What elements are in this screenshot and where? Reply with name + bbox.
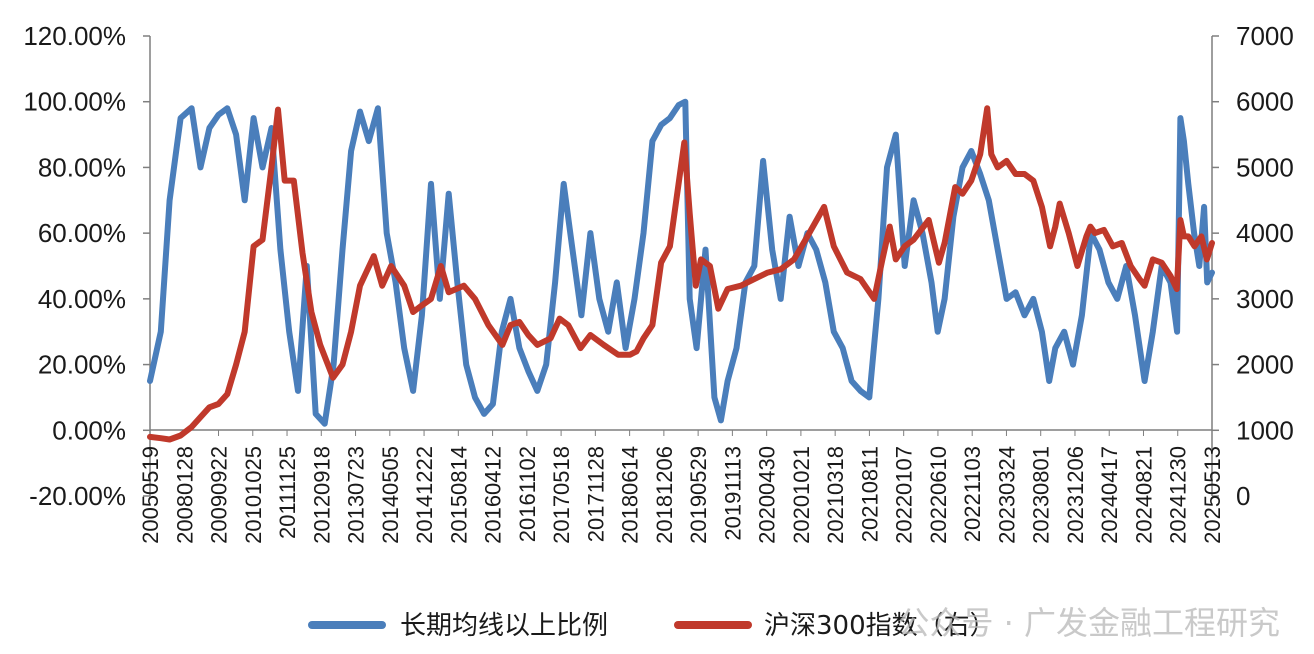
x-tick-label: 20210811 (857, 446, 882, 542)
x-tick-label: 20230324 (994, 446, 1019, 544)
x-tick-label: 20050519 (138, 446, 163, 544)
x-tick-label: 20221103 (960, 446, 985, 542)
legend: 长期均线以上比例 沪深300指数（右） (308, 611, 996, 641)
x-tick-label: 20200430 (755, 446, 780, 544)
left-tick-label: 120.00% (23, 21, 126, 51)
x-tick-label: 20231206 (1063, 446, 1088, 544)
x-tick-label: 20190529 (686, 446, 711, 544)
left-tick-label: 60.00% (38, 218, 126, 248)
x-tick-label: 20250513 (1200, 446, 1225, 544)
right-tick-label: 5000 (1236, 152, 1294, 182)
right-tick-label: 7000 (1236, 21, 1294, 51)
x-tick-label: 20240821 (1131, 446, 1156, 544)
left-tick-label: 40.00% (38, 284, 126, 314)
left-tick-label: 80.00% (38, 152, 126, 182)
x-tick-label: 20101025 (241, 446, 266, 544)
x-tick-label: 20171128 (583, 446, 608, 542)
right-tick-label: 0 (1236, 481, 1250, 511)
left-y-ticks: 120.00% 100.00% 80.00% 60.00% 40.00% 20.00% 0.… (23, 21, 150, 511)
x-tick-label: 20191113 (720, 446, 745, 541)
x-tick-label: 20130723 (344, 446, 369, 544)
x-tick-label: 20140505 (378, 446, 403, 544)
x-ticks: 20050519 20080128 20090922 20101025 20111125… (138, 430, 1225, 544)
x-tick-label: 20230801 (1029, 446, 1054, 544)
left-tick-label: 0.00% (52, 415, 126, 445)
right-tick-label: 2000 (1236, 350, 1294, 380)
left-tick-label: 100.00% (23, 87, 126, 117)
x-tick-label: 20161102 (515, 446, 540, 542)
x-tick-label: 20160412 (481, 446, 506, 544)
legend-label-series-2: 沪深300指数（右） (764, 611, 996, 641)
x-tick-label: 20210318 (823, 446, 848, 544)
x-tick-label: 20141222 (412, 446, 437, 544)
x-tick-label: 20180614 (618, 446, 643, 544)
axes (149, 36, 1213, 496)
legend-label-series-1: 长期均线以上比例 (400, 611, 608, 641)
right-tick-label: 6000 (1236, 87, 1294, 117)
series-line-1 (147, 98, 1215, 427)
x-tick-label: 20111125 (275, 446, 300, 539)
x-tick-label: 20181206 (652, 446, 677, 544)
x-tick-label: 20150814 (446, 446, 471, 544)
right-tick-label: 3000 (1236, 284, 1294, 314)
x-tick-label: 20080128 (172, 446, 197, 544)
left-tick-label: 20.00% (38, 350, 126, 380)
x-tick-label: 20090922 (207, 446, 232, 544)
left-tick-label: -20.00% (29, 481, 126, 511)
x-tick-label: 20201021 (789, 446, 814, 544)
right-tick-label: 1000 (1236, 415, 1294, 445)
right-tick-label: 4000 (1236, 218, 1294, 248)
x-tick-label: 20120918 (309, 446, 334, 544)
series-line-2 (147, 105, 1215, 443)
series-layer (147, 98, 1215, 443)
watermark: 公众号 · 广发金融工程研究 (897, 604, 1280, 642)
x-tick-label: 20170518 (549, 446, 574, 544)
x-tick-label: 20220107 (892, 446, 917, 544)
x-tick-label: 20240417 (1097, 446, 1122, 544)
x-tick-label: 20241230 (1166, 446, 1191, 544)
x-tick-label: 20220610 (926, 446, 951, 544)
right-y-ticks: 7000 6000 5000 4000 3000 2000 1000 0 (1212, 21, 1294, 511)
